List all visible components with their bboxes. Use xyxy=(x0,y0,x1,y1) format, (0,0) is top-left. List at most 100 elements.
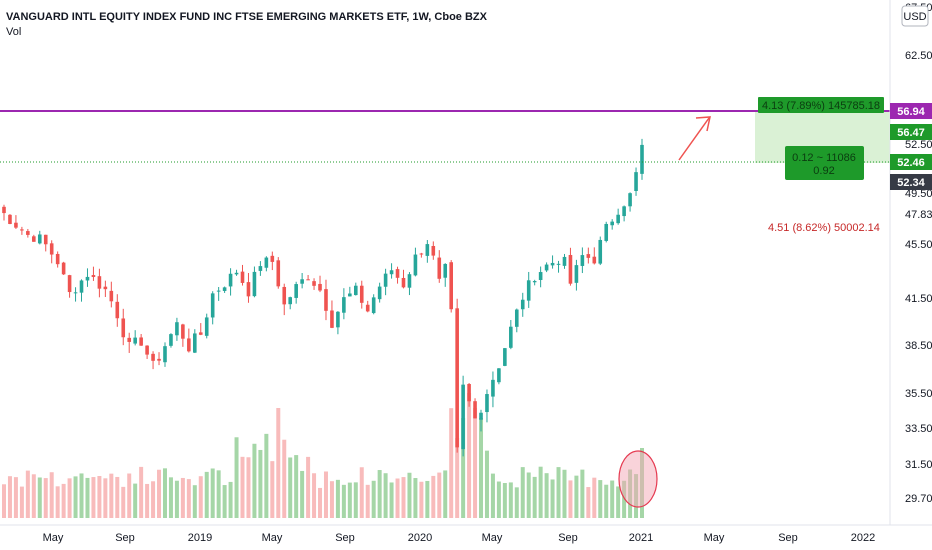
candle-body xyxy=(514,309,519,327)
candle-body xyxy=(121,318,126,338)
candle-body xyxy=(133,337,137,344)
candle-body xyxy=(556,263,561,265)
candle-body xyxy=(431,245,436,256)
volume-bar xyxy=(580,469,585,518)
y-tick-label: 38.50 xyxy=(905,340,932,352)
candle-body xyxy=(312,281,316,286)
currency-button[interactable]: USD xyxy=(901,5,929,27)
x-tick-label: Sep xyxy=(778,532,798,544)
candle-body xyxy=(574,265,579,283)
candle-body xyxy=(348,293,352,297)
y-tick-label: 45.50 xyxy=(905,239,932,251)
volume-bar xyxy=(222,485,227,518)
candle-body xyxy=(14,222,18,228)
candle-body xyxy=(32,236,36,242)
price-change-annotation: 4.51 (8.62%) 50002.14 xyxy=(768,222,880,234)
volume-bar xyxy=(401,477,406,518)
volume-bar xyxy=(246,457,251,518)
x-tick-label: Sep xyxy=(335,532,355,544)
candle-body xyxy=(419,253,424,255)
target-label[interactable]: 4.13 (7.89%) 145785.18 xyxy=(758,97,884,113)
candle-body xyxy=(67,275,72,293)
volume-bar xyxy=(407,472,412,518)
volume-bar xyxy=(365,484,370,518)
volume-bar xyxy=(109,473,114,518)
volume-bar xyxy=(127,473,132,518)
candle-body xyxy=(610,221,614,226)
candle-body xyxy=(562,256,567,266)
symbol-title[interactable]: VANGUARD INTL EQUITY INDEX FUND INC FTSE… xyxy=(6,11,487,23)
volume-highlight-ellipse[interactable] xyxy=(618,450,658,508)
svg-text:56.94: 56.94 xyxy=(897,106,925,118)
candle-body xyxy=(49,243,54,255)
x-tick-label: Sep xyxy=(115,532,135,544)
volume-bar xyxy=(49,472,54,518)
candle-body xyxy=(389,270,394,275)
x-tick-label: May xyxy=(482,532,503,544)
entry-label-line1: 0.12 ~ 11086 xyxy=(792,152,856,164)
candle-body xyxy=(526,280,531,301)
volume-legend[interactable]: Vol xyxy=(6,26,22,38)
candle-body xyxy=(91,275,96,278)
volume-bar xyxy=(216,470,221,518)
volume-bar xyxy=(121,486,126,518)
volume-bar xyxy=(496,481,501,518)
time-axis[interactable]: May Sep 2019 May Sep 2020 May Sep 2021 May Sep 2022 xyxy=(43,532,876,544)
candle-body xyxy=(479,412,483,420)
volume-bar xyxy=(335,479,340,518)
volume-bar xyxy=(377,470,382,518)
candle-body xyxy=(592,256,597,264)
volume-bar xyxy=(604,484,609,518)
volume-bar xyxy=(425,480,430,518)
volume-bar xyxy=(467,393,472,518)
candle-body xyxy=(61,262,66,275)
candle-body xyxy=(586,254,591,258)
chart-legend: VANGUARD INTL EQUITY INDEX FUND INC FTSE… xyxy=(6,10,487,40)
volume-bar xyxy=(7,476,12,518)
y-tick-label: 31.50 xyxy=(905,459,932,471)
volume-bar xyxy=(228,481,233,518)
candle-body xyxy=(401,277,406,288)
volume-bar xyxy=(168,477,173,518)
volume-bar xyxy=(437,472,442,518)
volume-bar xyxy=(264,433,269,518)
candle-body xyxy=(193,333,197,353)
volume-bar xyxy=(186,479,191,518)
volume-bar xyxy=(162,468,167,518)
candle-body xyxy=(204,317,209,336)
candle-body xyxy=(276,260,281,287)
volume-bar xyxy=(550,479,555,518)
volume-bar xyxy=(371,480,376,518)
entry-label[interactable]: 0.12 ~ 11086 0.92 xyxy=(785,146,864,180)
price-label-last: 52.46 xyxy=(890,154,932,170)
volume-bar xyxy=(598,480,603,518)
volume-bar xyxy=(413,478,418,518)
candle-body xyxy=(252,271,257,297)
candle-body xyxy=(169,334,173,346)
volume-bar xyxy=(461,418,466,518)
volume-bar xyxy=(484,450,489,518)
y-tick-label: 41.50 xyxy=(905,293,932,305)
candle-body xyxy=(26,231,30,235)
candle-body xyxy=(503,348,507,366)
volume-bar xyxy=(431,475,436,518)
candle-body xyxy=(318,283,322,291)
projection-arrow[interactable] xyxy=(678,116,711,161)
candle-body xyxy=(395,269,400,278)
volume-bar xyxy=(294,455,299,518)
volume-bar xyxy=(180,477,185,518)
volume-bar xyxy=(514,487,519,518)
volume-bar xyxy=(234,437,239,518)
price-label-current: 52.34 xyxy=(890,174,932,190)
volume-bar xyxy=(526,472,531,518)
candle-body xyxy=(550,262,555,266)
y-tick-label: 33.50 xyxy=(905,423,932,435)
candle-body xyxy=(181,324,185,339)
volume-bar xyxy=(383,473,388,518)
candle-body xyxy=(37,234,42,244)
volume-bar xyxy=(419,481,424,518)
candle-body xyxy=(97,276,102,289)
candle-body xyxy=(473,401,477,419)
